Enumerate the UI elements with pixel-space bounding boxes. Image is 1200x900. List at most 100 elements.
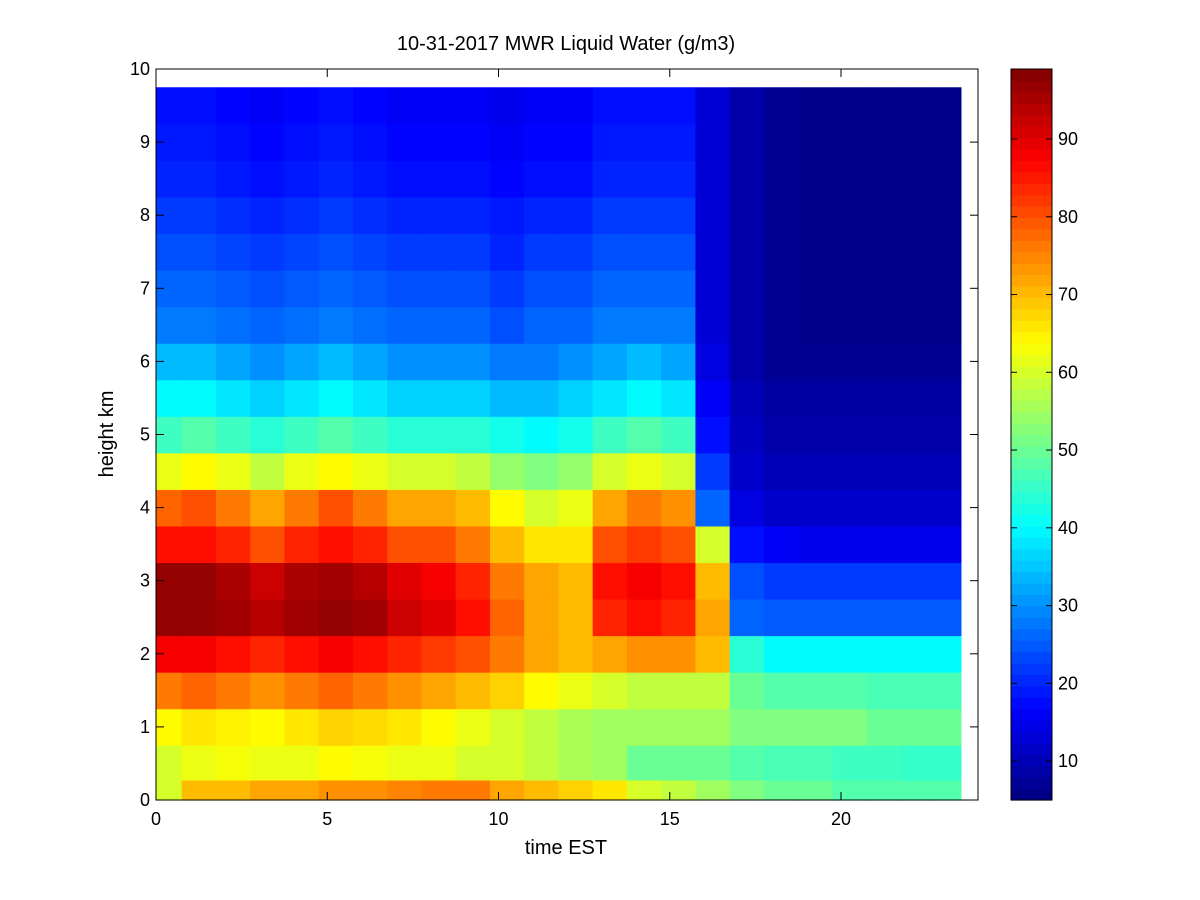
heatmap-cell (250, 489, 286, 527)
colorbar-band (1011, 503, 1052, 516)
heatmap-cell (250, 745, 286, 781)
heatmap-cell (156, 525, 183, 564)
heatmap-cell (935, 416, 962, 454)
heatmap-cell (352, 343, 388, 381)
heatmap-cell (387, 87, 423, 125)
heatmap-cell (763, 745, 799, 781)
heatmap-cell (935, 160, 962, 198)
colorbar-band (1011, 434, 1052, 447)
heatmap-cell (421, 416, 457, 454)
heatmap-cell (421, 123, 457, 161)
heatmap-cell (832, 87, 868, 125)
heatmap-cell (284, 525, 320, 564)
heatmap-cell (284, 708, 320, 746)
heatmap-cell (421, 306, 457, 344)
colorbar-tick-label: 50 (1058, 440, 1078, 460)
heatmap-cell (798, 672, 834, 710)
heatmap-cell (250, 233, 286, 271)
heatmap-cell (832, 672, 868, 710)
heatmap-cell (798, 525, 834, 564)
heatmap-cell (695, 379, 731, 417)
heatmap-cell (215, 562, 251, 600)
heatmap-cell (626, 562, 662, 600)
colorbar-tick-label: 20 (1058, 673, 1078, 693)
heatmap-cell (215, 160, 251, 198)
heatmap-cell (387, 745, 423, 781)
heatmap-cell (215, 452, 251, 490)
heatmap-cell (729, 87, 765, 125)
colorbar-band (1011, 617, 1052, 630)
heatmap-cell (661, 779, 697, 801)
heatmap-cell (524, 196, 560, 235)
heatmap-cell (866, 489, 902, 527)
heatmap-cell (181, 635, 217, 673)
heatmap-cell (284, 598, 320, 637)
heatmap-cell (626, 233, 662, 271)
heatmap-cell (181, 123, 217, 161)
heatmap-cell (763, 489, 799, 527)
y-tick-label: 6 (140, 351, 150, 371)
heatmap-cell (215, 489, 251, 527)
heatmap-cell (318, 87, 354, 125)
heatmap-cell (181, 306, 217, 344)
heatmap-cell (421, 270, 457, 308)
heatmap-cell (695, 270, 731, 308)
heatmap-cell (763, 708, 799, 746)
heatmap-cell (524, 87, 560, 125)
heatmap-cell (729, 270, 765, 308)
heatmap-cell (900, 562, 936, 600)
colorbar-band (1011, 400, 1052, 413)
heatmap-cell (935, 270, 962, 308)
heatmap-cell (592, 416, 628, 454)
heatmap-cell (935, 525, 962, 564)
heatmap-cell (250, 598, 286, 637)
heatmap-cell (352, 562, 388, 600)
x-tick-label: 0 (151, 809, 161, 829)
heatmap-cell (832, 708, 868, 746)
heatmap-cell (661, 562, 697, 600)
heatmap-cell (592, 779, 628, 801)
y-tick-label: 4 (140, 498, 150, 518)
colorbar-tick-label: 90 (1058, 129, 1078, 149)
heatmap-cell (284, 562, 320, 600)
heatmap-cell (455, 416, 491, 454)
heatmap-cell (352, 160, 388, 198)
heatmap-cell (832, 160, 868, 198)
heatmap-cell (798, 779, 834, 801)
heatmap-cell (421, 562, 457, 600)
heatmap-cell (763, 87, 799, 125)
heatmap-cell (592, 708, 628, 746)
heatmap-cell (661, 270, 697, 308)
colorbar-band (1011, 137, 1052, 150)
heatmap-cell (763, 525, 799, 564)
y-tick-label: 1 (140, 717, 150, 737)
heatmap-cell (455, 635, 491, 673)
heatmap-cell (524, 708, 560, 746)
heatmap-cell (387, 416, 423, 454)
heatmap-cell (935, 452, 962, 490)
heatmap-cell (421, 87, 457, 125)
colorbar-gradient (1011, 69, 1052, 801)
heatmap-cell (250, 343, 286, 381)
heatmap-cell (387, 708, 423, 746)
heatmap-cell (156, 779, 183, 801)
heatmap-cell (695, 525, 731, 564)
heatmap-cell (387, 233, 423, 271)
colorbar-band (1011, 171, 1052, 184)
heatmap-cell (284, 635, 320, 673)
heatmap-cell (181, 708, 217, 746)
heatmap-cell (661, 416, 697, 454)
heatmap-cell (352, 598, 388, 637)
heatmap-cell (866, 672, 902, 710)
colorbar-band (1011, 114, 1052, 127)
heatmap-cell (318, 708, 354, 746)
heatmap-cell (455, 745, 491, 781)
heatmap-cell (524, 635, 560, 673)
heatmap-cell (181, 160, 217, 198)
heatmap-cell (421, 635, 457, 673)
heatmap-cell (421, 525, 457, 564)
heatmap-cell (181, 598, 217, 637)
heatmap-cell (558, 452, 594, 490)
heatmap-cell (352, 196, 388, 235)
y-tick-label: 2 (140, 644, 150, 664)
